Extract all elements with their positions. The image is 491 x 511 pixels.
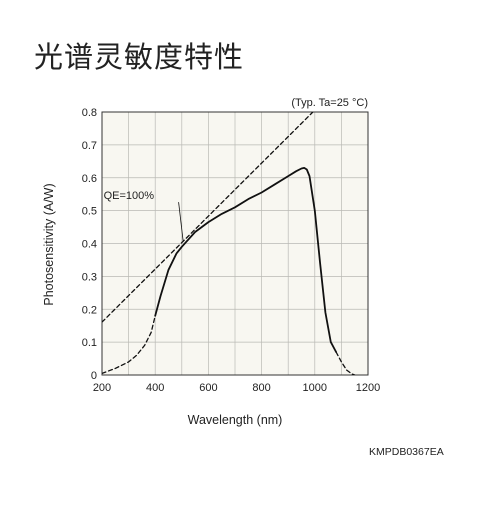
y-tick-labels: 0 0.1 0.2 0.3 0.4 0.5 0.6 0.7 0.8 [82, 107, 97, 382]
page-title: 光谱灵敏度特性 [34, 40, 245, 74]
x-tick-label: 800 [252, 382, 270, 394]
y-axis-label: Photosensitivity (A/W) [42, 183, 56, 305]
figure-code: KMPDB0367EA [369, 446, 444, 458]
annotation-leader-line [178, 202, 184, 241]
y-tick-label: 0.5 [82, 206, 97, 218]
x-tick-label: 600 [199, 382, 217, 394]
series-solid-0 [154, 167, 337, 353]
test-condition-label: (Typ. Ta=25 °C) [291, 97, 368, 109]
x-tick-label: 400 [146, 382, 164, 394]
series-dashed-2 [335, 351, 356, 375]
series-qe-100-line [102, 112, 314, 323]
x-tick-label: 1200 [356, 382, 380, 394]
plot-frame [101, 111, 369, 376]
x-axis-label: Wavelength (nm) [188, 413, 283, 427]
y-tick-label: 0.2 [82, 304, 97, 316]
x-tick-label: 200 [93, 382, 111, 394]
chart-grid [101, 111, 369, 376]
x-tick-labels: 200 400 600 800 1000 1200 [93, 382, 380, 394]
y-tick-label: 0.1 [82, 337, 97, 349]
y-tick-label: 0.8 [82, 107, 97, 119]
y-tick-label: 0.7 [82, 140, 97, 152]
y-tick-label: 0.6 [82, 173, 97, 185]
x-tick-label: 1000 [303, 382, 327, 394]
series-dashed-1 [102, 315, 156, 375]
qe-100-annotation: QE=100% [104, 190, 155, 202]
y-tick-label: 0 [91, 370, 97, 382]
chart-series [102, 112, 356, 375]
chart-annotations: QE=100% [104, 190, 184, 241]
y-tick-label: 0.4 [82, 239, 97, 251]
y-tick-label: 0.3 [82, 271, 97, 283]
